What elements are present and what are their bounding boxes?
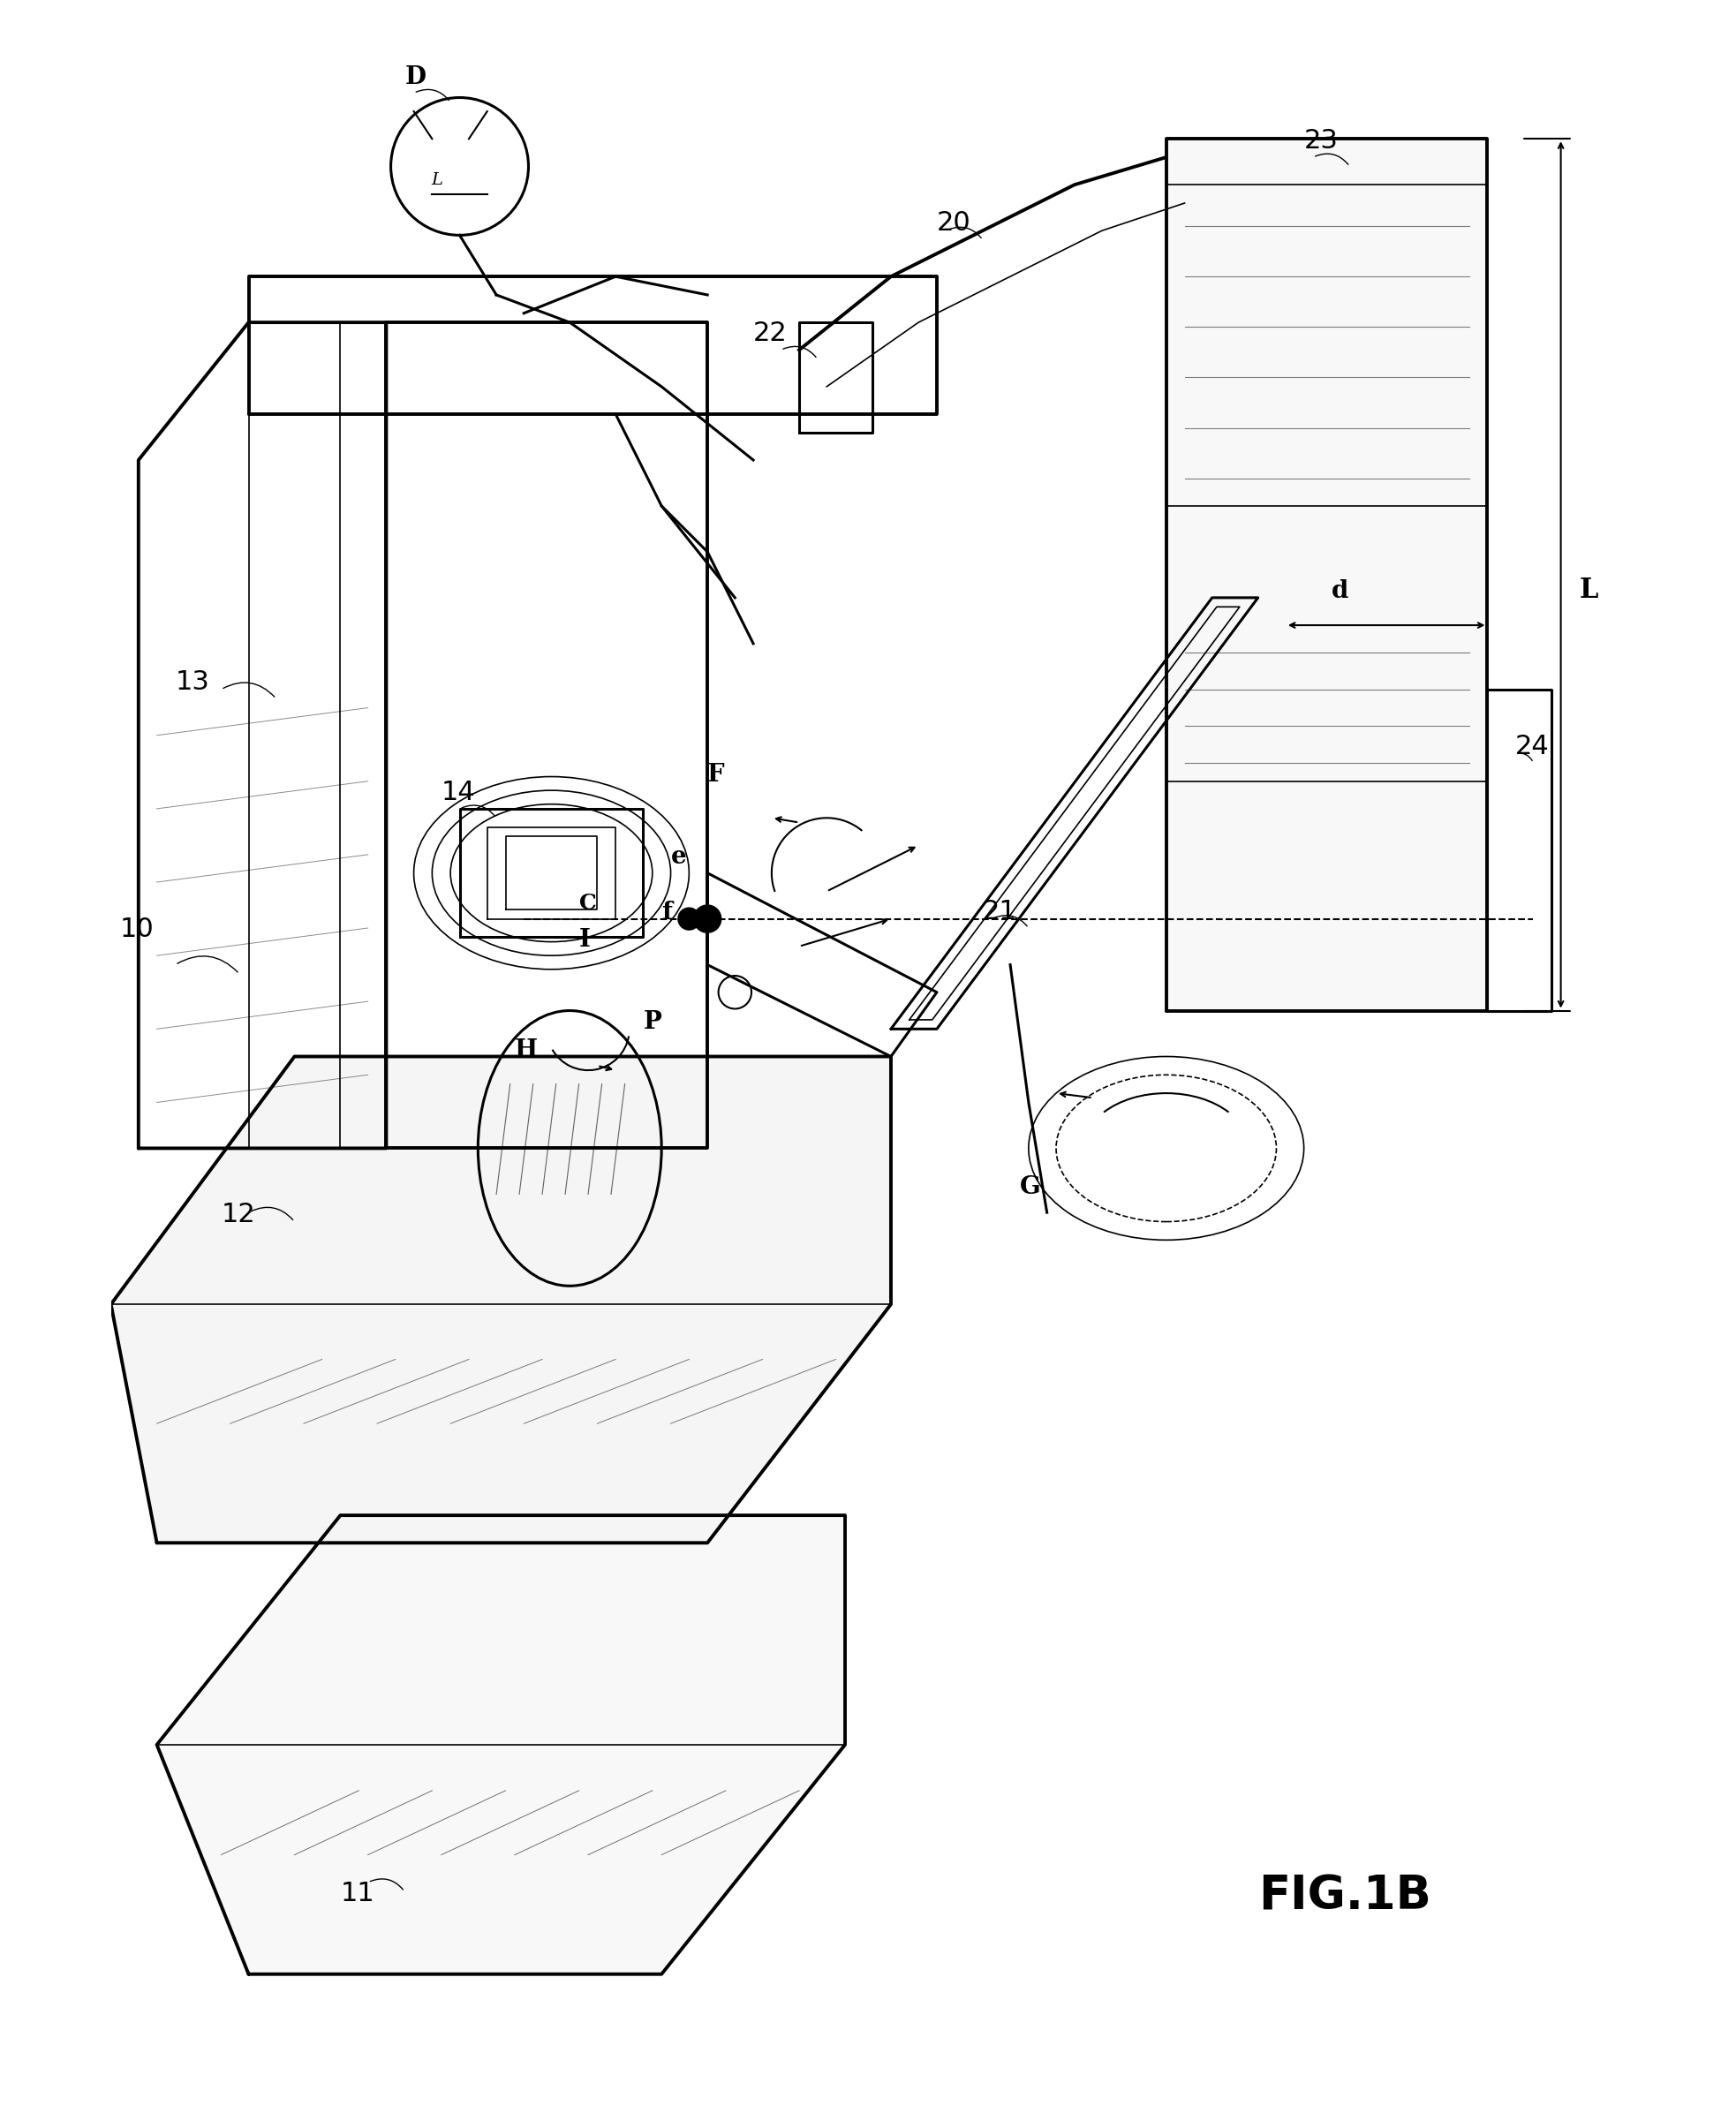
- Text: F: F: [707, 763, 724, 786]
- Text: H: H: [514, 1037, 538, 1063]
- Text: C: C: [578, 894, 597, 915]
- Text: D: D: [404, 66, 425, 89]
- Text: L: L: [431, 173, 443, 188]
- Text: I: I: [578, 928, 590, 951]
- Text: FIG.1B: FIG.1B: [1259, 1874, 1430, 1919]
- Polygon shape: [156, 1515, 845, 1974]
- Polygon shape: [111, 1056, 891, 1542]
- Text: 11: 11: [340, 1881, 375, 1906]
- Polygon shape: [1167, 139, 1488, 1010]
- Circle shape: [679, 909, 700, 930]
- Text: P: P: [642, 1010, 661, 1033]
- Text: 23: 23: [1304, 127, 1338, 154]
- Text: 12: 12: [220, 1202, 255, 1228]
- Text: 13: 13: [175, 670, 210, 695]
- Text: e: e: [670, 845, 686, 868]
- Text: 24: 24: [1516, 733, 1549, 759]
- Text: L: L: [1580, 577, 1599, 604]
- Text: 21: 21: [983, 898, 1017, 923]
- Text: 20: 20: [937, 211, 970, 237]
- Text: 22: 22: [753, 321, 788, 347]
- Circle shape: [694, 904, 720, 932]
- Text: d: d: [1332, 579, 1349, 602]
- Text: 10: 10: [120, 917, 155, 942]
- Text: f: f: [661, 900, 672, 923]
- Text: 14: 14: [441, 780, 476, 805]
- Text: G: G: [1019, 1175, 1040, 1200]
